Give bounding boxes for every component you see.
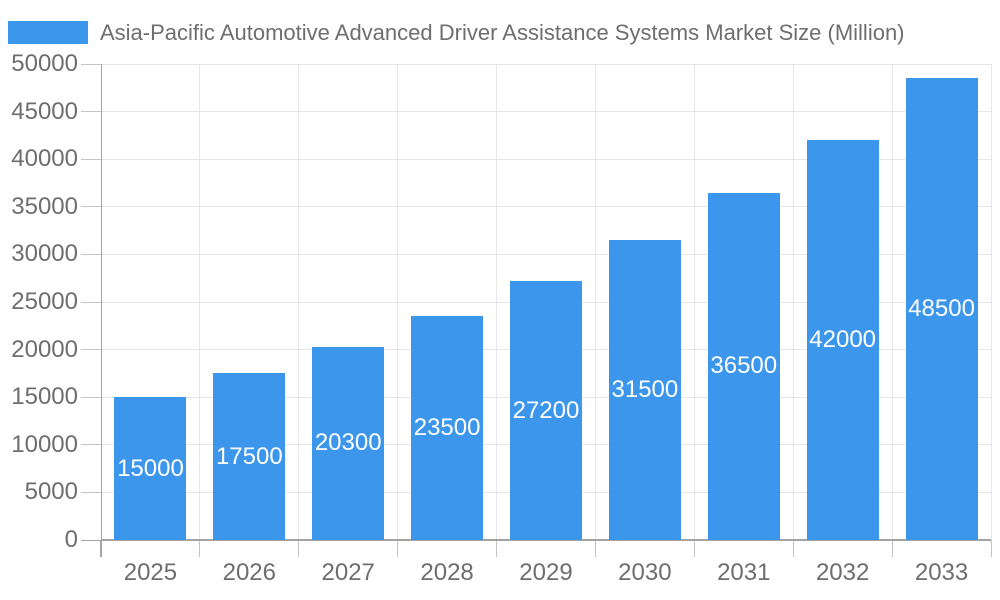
x-axis-tick (990, 540, 992, 557)
y-tick-label: 50000 (11, 50, 78, 77)
y-axis-tick (81, 158, 101, 160)
y-axis-tick (81, 111, 101, 113)
gridline-x (792, 64, 794, 540)
bar-value-label: 17500 (215, 442, 283, 470)
x-axis-tick (100, 540, 102, 557)
y-axis-tick (81, 301, 101, 303)
x-axis-tick (199, 540, 201, 557)
gridline-y (101, 63, 991, 65)
y-axis-tick (81, 349, 101, 351)
x-axis-tick (594, 540, 596, 557)
y-tick-label: 30000 (11, 240, 78, 268)
y-axis-tick (81, 63, 101, 65)
gridline-x (990, 64, 992, 540)
bar-value-label: 27200 (512, 396, 580, 424)
x-tick-label: 2029 (519, 559, 573, 586)
x-tick-label: 2031 (717, 559, 771, 586)
y-tick-label: 40000 (11, 145, 78, 173)
x-tick-label: 2032 (815, 559, 870, 586)
bar[interactable] (411, 316, 484, 540)
x-tick-label: 2025 (123, 559, 178, 586)
chart-title: Asia-Pacific Automotive Advanced Driver … (100, 20, 905, 45)
bar-value-label: 15000 (117, 454, 184, 482)
bar[interactable] (905, 78, 978, 540)
x-axis-line (101, 539, 991, 541)
legend-swatch[interactable] (8, 21, 88, 44)
bar-value-label: 42000 (809, 326, 877, 354)
y-axis-tick (81, 539, 101, 541)
bar[interactable] (213, 373, 286, 540)
x-tick-label: 2028 (420, 559, 474, 586)
gridline-x (693, 64, 695, 540)
gridline-x (594, 64, 596, 540)
x-axis-tick (496, 540, 498, 557)
y-tick-label: 5000 (24, 478, 78, 506)
y-axis-tick (81, 253, 101, 255)
x-axis-tick (397, 540, 399, 557)
x-tick-label: 2026 (222, 559, 276, 586)
y-tick-label: 10000 (11, 430, 78, 458)
gridline-y (101, 111, 991, 113)
bar[interactable] (608, 240, 681, 540)
x-axis-tick (792, 540, 794, 557)
gridline-x (397, 64, 399, 540)
y-axis-tick (81, 444, 101, 446)
gridline-y (101, 206, 991, 208)
x-tick-label: 2027 (321, 559, 375, 586)
x-axis-tick (891, 540, 893, 557)
gridline-x (891, 64, 893, 540)
y-tick-label: 35000 (11, 192, 78, 220)
y-tick-label: 0 (64, 526, 78, 553)
y-tick-label: 15000 (11, 383, 78, 411)
gridline-x (298, 64, 300, 540)
bar[interactable] (707, 192, 780, 540)
y-tick-label: 20000 (11, 335, 78, 363)
bar[interactable] (312, 346, 385, 540)
y-tick-label: 45000 (11, 97, 78, 125)
x-tick-label: 2033 (914, 559, 969, 586)
x-axis-tick (298, 540, 300, 557)
gridline-y (101, 158, 991, 160)
bar-value-label: 48500 (908, 295, 975, 323)
gridline-y (101, 253, 991, 255)
y-axis-line (101, 64, 102, 540)
y-axis-tick (81, 491, 101, 493)
y-tick-label: 25000 (11, 288, 78, 315)
bar-value-label: 23500 (413, 414, 481, 442)
gridline-x (496, 64, 498, 540)
x-axis-tick (693, 540, 695, 557)
gridline-x (199, 64, 201, 540)
x-tick-label: 2030 (618, 559, 672, 586)
bar[interactable] (806, 140, 879, 540)
bar-value-label: 31500 (611, 376, 679, 404)
bar-value-label: 36500 (710, 352, 778, 380)
bar[interactable] (510, 281, 582, 540)
y-axis-tick (81, 396, 101, 398)
bar[interactable] (114, 397, 187, 540)
bar-value-label: 20300 (314, 429, 382, 457)
y-axis-tick (81, 206, 101, 208)
